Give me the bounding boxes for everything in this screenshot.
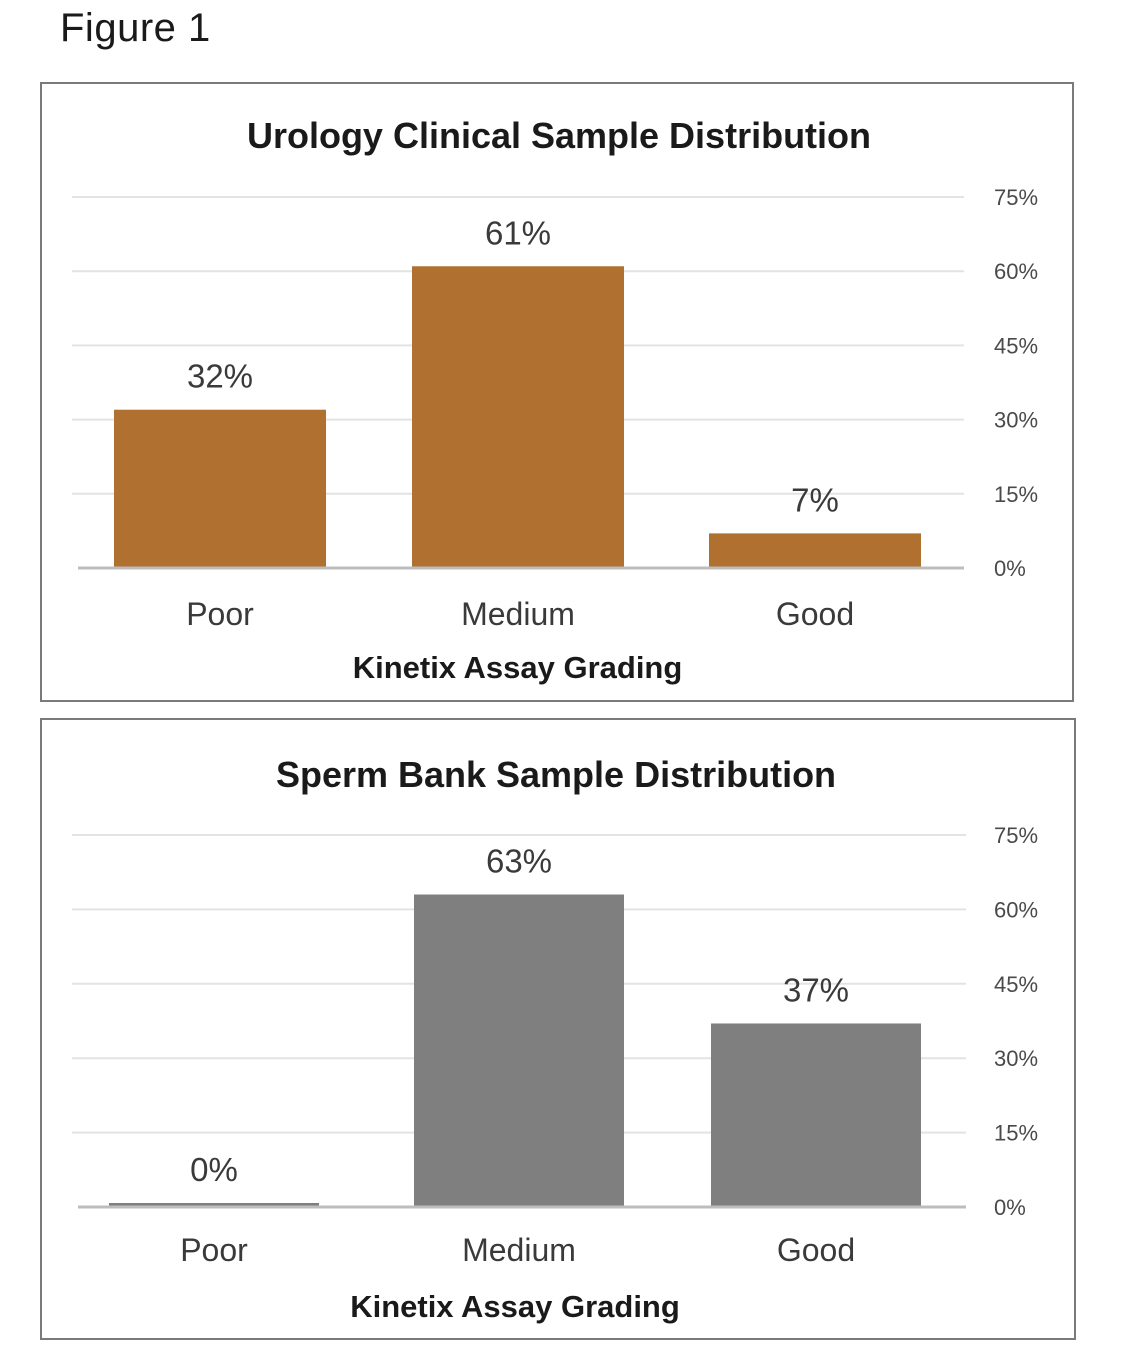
x-category-label: Poor: [180, 1232, 248, 1268]
data-label: 61%: [485, 214, 551, 251]
data-label: 37%: [783, 971, 849, 1008]
y-tick-label: 30%: [994, 408, 1038, 433]
x-category-label: Medium: [461, 596, 575, 632]
y-tick-label: 45%: [994, 972, 1038, 997]
bar-good: [711, 1023, 921, 1207]
bar-medium: [414, 894, 624, 1207]
y-tick-label: 45%: [994, 333, 1038, 358]
sperm-bank-chart-panel: Sperm Bank Sample Distribution 0% 15% 30% 45…: [40, 718, 1076, 1340]
x-category-label: Good: [776, 596, 854, 632]
figure-label: Figure 1: [60, 6, 211, 50]
x-axis-title: Kinetix Assay Grading: [353, 650, 683, 685]
y-tick-label: 30%: [994, 1046, 1038, 1071]
bar-medium: [412, 266, 624, 568]
y-tick-label: 0%: [994, 1195, 1026, 1220]
urology-chart-svg: Urology Clinical Sample Distribution 0% 15…: [72, 115, 1038, 685]
data-label: 7%: [791, 481, 839, 518]
y-tick-label: 60%: [994, 259, 1038, 284]
x-category-label: Medium: [462, 1232, 576, 1268]
sperm-bank-chart-svg: Sperm Bank Sample Distribution 0% 15% 30% 45…: [72, 754, 1038, 1324]
bar-poor: [109, 1203, 319, 1207]
y-tick-label: 15%: [994, 1121, 1038, 1146]
bar-good: [709, 533, 921, 568]
y-tick-label: 75%: [994, 185, 1038, 210]
y-tick-label: 75%: [994, 823, 1038, 848]
data-label: 63%: [486, 843, 552, 880]
bar-poor: [114, 409, 326, 568]
chart-title: Urology Clinical Sample Distribution: [247, 115, 871, 156]
x-axis-title: Kinetix Assay Grading: [350, 1289, 680, 1324]
urology-chart-panel: Urology Clinical Sample Distribution 0% 15…: [40, 82, 1074, 702]
x-category-label: Poor: [186, 596, 254, 632]
y-tick-label: 15%: [994, 482, 1038, 507]
data-label: 32%: [187, 358, 253, 395]
x-category-label: Good: [777, 1232, 855, 1268]
y-tick-label: 60%: [994, 897, 1038, 922]
y-tick-label: 0%: [994, 556, 1026, 581]
data-label: 0%: [190, 1151, 238, 1188]
chart-title: Sperm Bank Sample Distribution: [276, 754, 836, 795]
